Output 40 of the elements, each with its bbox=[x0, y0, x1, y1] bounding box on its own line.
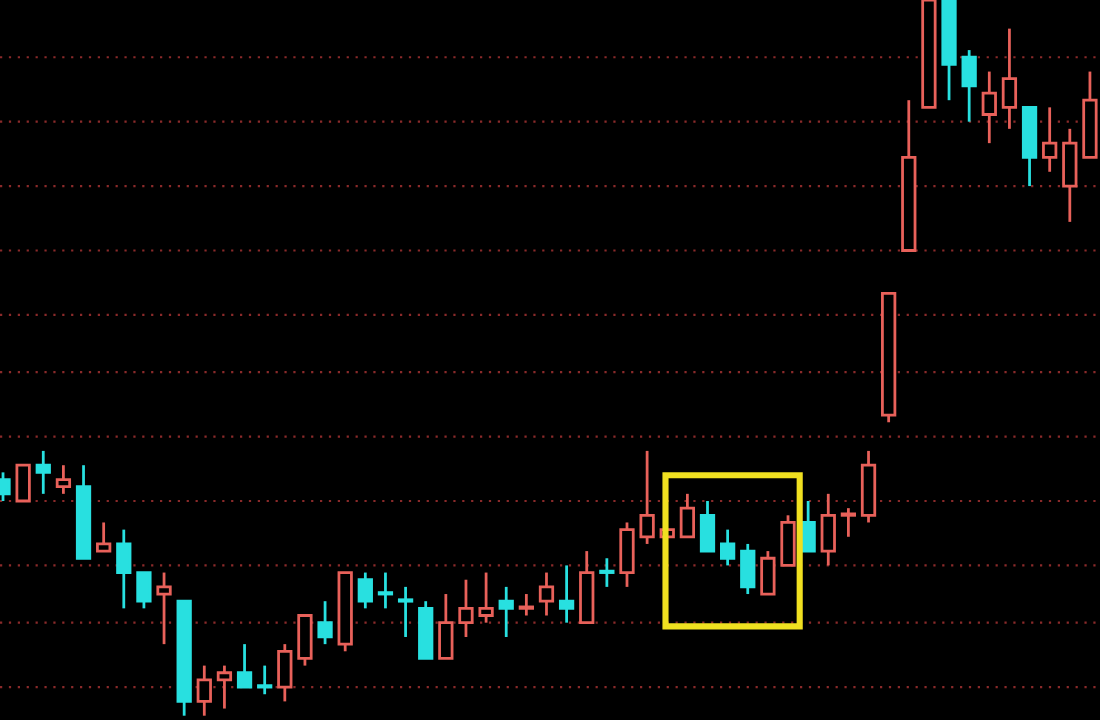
candlestick bbox=[619, 521, 635, 589]
candlestick bbox=[196, 664, 212, 718]
candlestick bbox=[780, 513, 796, 567]
candlestick bbox=[518, 592, 534, 617]
candlestick bbox=[458, 578, 474, 639]
candlestick bbox=[679, 492, 695, 539]
candlestick bbox=[981, 70, 997, 145]
candlestick bbox=[116, 528, 132, 610]
candlestick bbox=[1042, 105, 1058, 174]
candlestick bbox=[1062, 127, 1078, 224]
candlestick bbox=[720, 528, 736, 567]
candlestick bbox=[236, 642, 253, 689]
candlestick bbox=[558, 564, 575, 625]
candlestick bbox=[277, 642, 293, 703]
candlestick bbox=[498, 585, 514, 639]
candlestick bbox=[699, 499, 716, 553]
candlestick bbox=[35, 449, 51, 496]
candlestick bbox=[840, 506, 857, 539]
candlestick bbox=[297, 614, 313, 667]
candlestick bbox=[15, 463, 31, 503]
candlestick bbox=[538, 571, 555, 617]
candlestick bbox=[961, 48, 977, 124]
candlestick bbox=[599, 556, 615, 589]
candlestick bbox=[317, 599, 333, 646]
candlestick bbox=[216, 664, 233, 710]
candlestick bbox=[438, 592, 454, 660]
candlestick bbox=[96, 521, 112, 553]
candlestick bbox=[55, 463, 72, 496]
candlestick bbox=[639, 449, 655, 546]
candlestick bbox=[760, 549, 776, 596]
candlestick bbox=[478, 571, 494, 625]
candlestick bbox=[156, 571, 172, 646]
candlestick bbox=[257, 664, 273, 696]
candlestick bbox=[136, 571, 152, 610]
candlestick bbox=[357, 571, 373, 610]
candlestick bbox=[820, 492, 836, 567]
candlestick bbox=[740, 542, 756, 596]
candlestick bbox=[1001, 27, 1018, 131]
candlestick bbox=[397, 585, 414, 639]
candlestick bbox=[377, 571, 394, 610]
